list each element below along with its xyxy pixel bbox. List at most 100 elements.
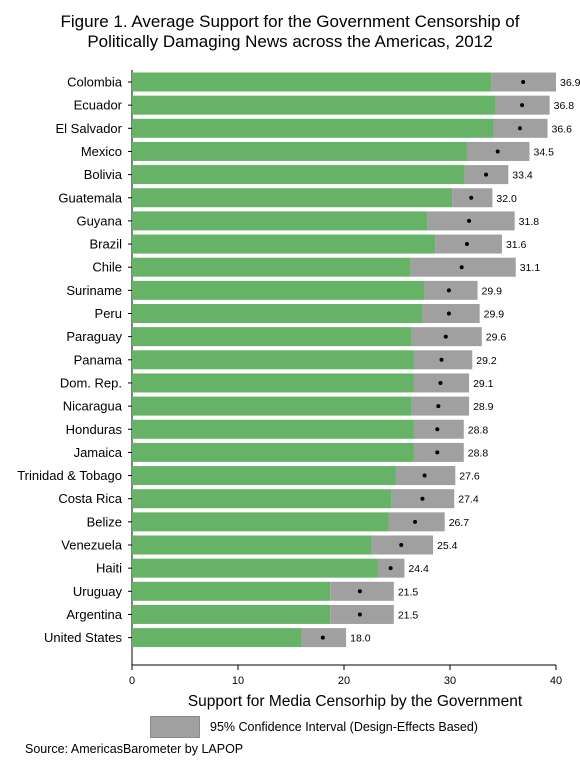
data-label: 21.5 <box>398 609 419 621</box>
mean-point <box>467 218 472 223</box>
bar <box>132 141 467 161</box>
ci-segment <box>330 581 394 601</box>
bar <box>132 628 302 648</box>
ci-segment <box>411 396 470 416</box>
mean-point <box>495 149 500 154</box>
data-label: 24.4 <box>408 563 429 575</box>
data-label: 18.0 <box>350 633 371 645</box>
bar <box>132 604 331 624</box>
y-tick-label: Ecuador <box>74 98 123 113</box>
x-tick-label: 40 <box>550 675 562 687</box>
y-tick-label: Haiti <box>96 561 122 576</box>
bar <box>132 327 412 347</box>
mean-point <box>388 566 393 571</box>
y-tick-label: Chile <box>92 260 122 275</box>
mean-point <box>438 380 443 385</box>
bar <box>132 419 414 439</box>
mean-point <box>469 195 474 200</box>
mean-point <box>436 404 441 409</box>
bar <box>132 211 428 231</box>
y-tick-label: Guyana <box>76 213 122 228</box>
bar <box>132 442 414 462</box>
mean-point <box>446 311 451 316</box>
x-tick-label: 30 <box>444 675 456 687</box>
data-label: 28.8 <box>468 447 489 459</box>
y-tick-label: Venezuela <box>61 538 122 553</box>
data-label: 34.5 <box>534 146 555 158</box>
data-label: 31.1 <box>520 262 541 274</box>
bar <box>132 165 465 185</box>
y-tick-label: Colombia <box>67 75 123 90</box>
bar <box>132 373 414 393</box>
bar <box>132 257 411 277</box>
mean-point <box>420 496 425 501</box>
bar <box>132 396 412 416</box>
bar <box>132 466 396 486</box>
ci-segment <box>424 280 478 300</box>
bar <box>132 95 496 115</box>
y-tick-label: Argentina <box>66 607 122 622</box>
bar <box>132 234 436 254</box>
bar <box>132 304 423 323</box>
legend-label-ci: 95% Confidence Interval (Design-Effects … <box>210 720 478 734</box>
bar <box>132 188 453 208</box>
mean-point <box>435 427 440 432</box>
data-label: 29.1 <box>473 378 494 390</box>
bar <box>132 558 378 578</box>
data-label: 32.0 <box>496 193 517 205</box>
y-tick-label: Brazil <box>89 237 122 252</box>
data-label: 29.6 <box>486 332 507 344</box>
bar <box>132 512 389 532</box>
chart-title-line2: Politically Damaging News across the Ame… <box>87 32 493 51</box>
y-tick-label: Peru <box>95 306 122 321</box>
mean-point <box>439 357 444 362</box>
bar <box>132 72 492 92</box>
data-label: 21.5 <box>398 586 419 598</box>
data-label: 25.4 <box>437 540 458 552</box>
legend-swatch-ci <box>150 716 200 738</box>
y-tick-label: Panama <box>74 352 123 367</box>
y-tick-label: Nicaragua <box>63 399 123 414</box>
ci-segment <box>427 211 515 231</box>
legend: 95% Confidence Interval (Design-Effects … <box>150 716 478 738</box>
bar <box>132 581 331 601</box>
y-tick-label: Suriname <box>66 283 122 298</box>
ci-segment <box>422 304 480 323</box>
data-label: 33.4 <box>512 170 533 182</box>
mean-point <box>484 172 489 177</box>
mean-point <box>413 519 418 524</box>
y-tick-label: Bolivia <box>84 167 123 182</box>
x-tick-label: 20 <box>338 675 350 687</box>
bar <box>132 489 392 509</box>
data-label: 29.9 <box>484 309 505 321</box>
x-tick-label: 0 <box>129 675 135 687</box>
mean-point <box>443 334 448 339</box>
bar <box>132 118 494 138</box>
mean-point <box>422 473 427 478</box>
y-tick-label: Trinidad & Tobago <box>17 468 122 483</box>
data-label: 36.8 <box>554 100 575 112</box>
bar <box>132 350 414 370</box>
y-tick-label: Mexico <box>81 144 122 159</box>
mean-point <box>399 543 404 547</box>
chart-title-line1: Figure 1. Average Support for the Govern… <box>60 12 520 31</box>
y-tick-label: El Salvador <box>56 121 123 136</box>
y-tick-label: Belize <box>87 514 122 529</box>
y-tick-label: Jamaica <box>74 445 123 460</box>
bar <box>132 535 372 555</box>
y-tick-label: Guatemala <box>58 190 122 205</box>
y-tick-label: Honduras <box>66 422 123 437</box>
bar <box>132 280 425 300</box>
mean-point <box>435 450 440 455</box>
y-tick-label: United States <box>44 630 123 645</box>
mean-point <box>517 126 522 131</box>
source-note: Source: AmericasBarometer by LAPOP <box>25 742 244 756</box>
data-label: 29.2 <box>476 355 497 367</box>
y-tick-label: Paraguay <box>66 329 122 344</box>
ci-segment <box>330 604 394 624</box>
data-label: 27.6 <box>459 471 480 483</box>
data-label: 36.9 <box>560 77 580 89</box>
data-label: 29.9 <box>482 285 503 297</box>
mean-point <box>357 589 362 594</box>
